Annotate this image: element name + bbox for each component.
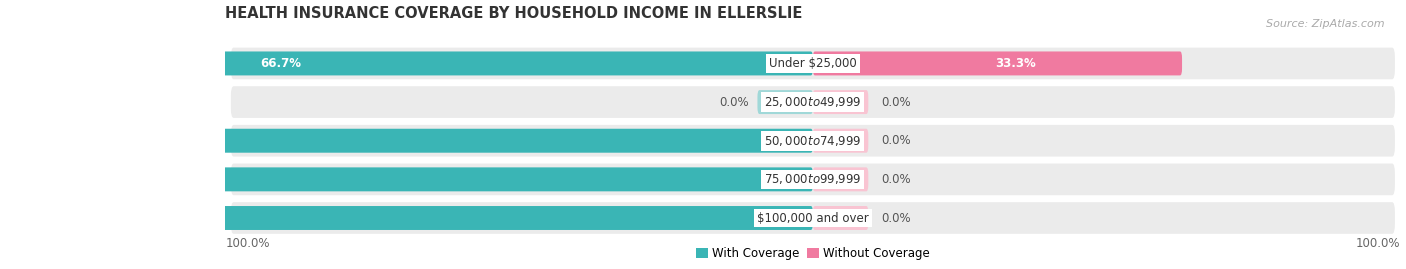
Text: 100.0%: 100.0% (0, 211, 39, 225)
FancyBboxPatch shape (0, 167, 813, 191)
FancyBboxPatch shape (813, 51, 1182, 75)
Text: HEALTH INSURANCE COVERAGE BY HOUSEHOLD INCOME IN ELLERSLIE: HEALTH INSURANCE COVERAGE BY HOUSEHOLD I… (225, 6, 803, 20)
Text: 100.0%: 100.0% (0, 134, 39, 147)
FancyBboxPatch shape (813, 90, 869, 114)
Text: 100.0%: 100.0% (0, 173, 39, 186)
Text: $75,000 to $99,999: $75,000 to $99,999 (763, 172, 862, 186)
Text: Source: ZipAtlas.com: Source: ZipAtlas.com (1267, 19, 1385, 29)
FancyBboxPatch shape (0, 206, 813, 230)
Text: 100.0%: 100.0% (1355, 237, 1400, 250)
FancyBboxPatch shape (231, 164, 1395, 195)
FancyBboxPatch shape (231, 86, 1395, 118)
Text: $50,000 to $74,999: $50,000 to $74,999 (763, 134, 862, 148)
Text: 0.0%: 0.0% (882, 134, 911, 147)
Text: 0.0%: 0.0% (882, 173, 911, 186)
Legend: With Coverage, Without Coverage: With Coverage, Without Coverage (690, 242, 935, 265)
Text: 100.0%: 100.0% (225, 237, 270, 250)
Text: Under $25,000: Under $25,000 (769, 57, 856, 70)
FancyBboxPatch shape (231, 48, 1395, 79)
Text: 33.3%: 33.3% (995, 57, 1036, 70)
FancyBboxPatch shape (0, 129, 813, 153)
FancyBboxPatch shape (813, 129, 869, 153)
FancyBboxPatch shape (73, 51, 813, 75)
FancyBboxPatch shape (231, 125, 1395, 157)
FancyBboxPatch shape (813, 206, 869, 230)
FancyBboxPatch shape (813, 167, 869, 191)
FancyBboxPatch shape (231, 202, 1395, 234)
Text: $100,000 and over: $100,000 and over (756, 211, 869, 225)
Text: $25,000 to $49,999: $25,000 to $49,999 (763, 95, 862, 109)
Text: 0.0%: 0.0% (718, 95, 748, 109)
Text: 66.7%: 66.7% (260, 57, 301, 70)
Text: 0.0%: 0.0% (882, 211, 911, 225)
FancyBboxPatch shape (758, 90, 813, 114)
Text: 0.0%: 0.0% (882, 95, 911, 109)
